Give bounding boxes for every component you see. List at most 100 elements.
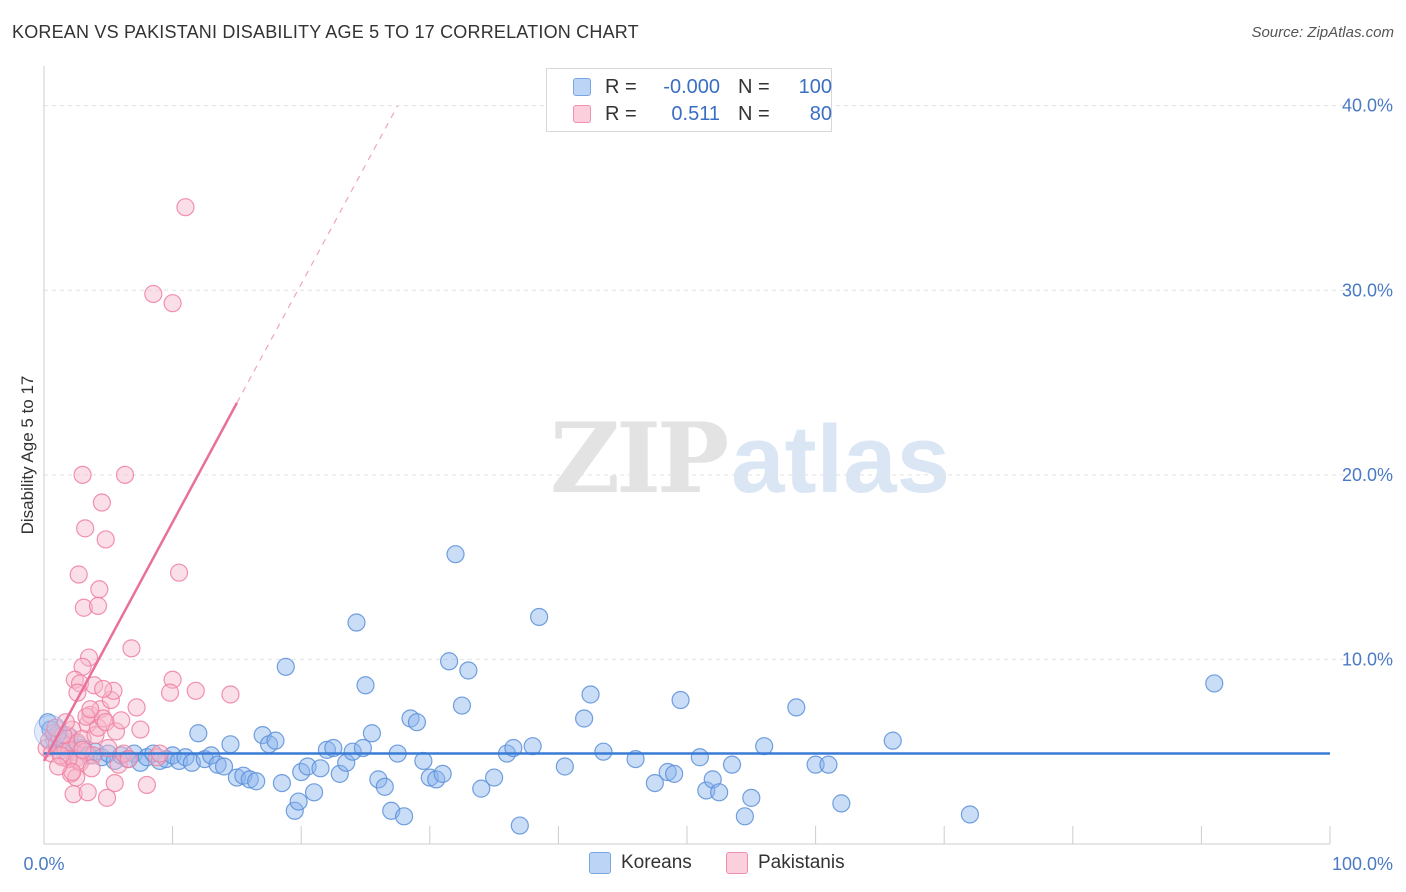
korean-point [645,773,664,793]
pakistani-point [79,648,99,667]
korean-point [369,770,388,789]
korean-point [1205,674,1224,693]
legend-item-koreans[interactable]: Koreans [589,852,692,874]
korean-point [272,773,292,793]
korean-point [266,731,285,750]
pakistani-point [81,700,100,719]
pakistani-point [169,563,189,582]
y-tick-label: 20.0% [1342,465,1393,485]
pakistani-point [69,565,88,584]
legend-label-pakistanis: Pakistanis [758,852,845,873]
korean-point [330,764,349,783]
pakistani-point [88,596,108,615]
korean-point [446,545,465,564]
korean-point [189,724,208,743]
watermark-atlas: atlas [731,406,950,513]
korean-point [353,738,373,758]
y-tick-label: 40.0% [1342,96,1393,116]
korean-point [883,731,902,750]
pakistani-point [115,465,135,484]
pakistani-point [97,788,117,807]
korean-point [594,742,613,761]
korean-point [276,657,295,676]
korean-point [289,792,308,811]
pakistani-point [76,519,95,538]
pakistani-point [186,681,205,700]
pakistani-point [127,698,146,717]
korean-point [523,737,542,756]
pakistani-point [90,580,109,599]
legend-r-value: -0.000 [663,75,720,98]
korean-point [626,749,645,769]
pakistani-trend-line [42,402,239,762]
legend-swatch-pakistanis [726,852,748,874]
korean-point [510,816,529,835]
legend-r-label: R = [605,102,637,125]
korean-point [375,777,394,796]
pakistani-point [176,198,195,217]
pakistani-point [96,713,115,732]
korean-point [347,613,366,632]
korean-point [690,748,709,767]
korean-point-cluster [33,714,67,748]
korean-point [671,690,690,710]
korean-point [324,738,343,758]
pakistani-point [144,284,163,304]
korean-point [832,794,851,813]
pakistani-point [74,598,93,617]
korean-point [214,757,234,776]
legend-row-koreans: R = -0.000 N = 100 [573,75,832,99]
korean-point [208,755,227,774]
korean-point [459,661,478,680]
pakistani-point [82,759,101,778]
pakistani-point [86,725,105,745]
y-tick-label: 30.0% [1342,280,1393,300]
watermark-zip: ZIP [550,402,729,515]
x-tick-label: 100.0% [1332,854,1393,874]
pakistani-point [163,294,182,313]
correlation-legend: R = -0.000 N = 100 R = 0.511 N = 80 [546,68,832,132]
legend-r-label: R = [605,75,637,98]
korean-point [407,713,427,732]
korean-point [240,770,259,789]
korean-point [439,652,459,671]
x-tick-label: 0.0% [23,854,64,874]
korean-point [304,783,324,802]
korean-point [960,805,980,824]
chart-title: KOREAN VS PAKISTANI DISABILITY AGE 5 TO … [12,22,639,42]
korean-point [285,801,304,820]
korean-point [575,709,594,728]
korean-point [806,755,825,774]
korean-point [202,746,221,765]
pakistani-point [137,775,156,795]
legend-n-value: 100 [798,75,832,98]
pakistani-point [49,757,68,776]
legend-n-label: N = [738,75,770,98]
pakistani-point [160,683,180,702]
korean-point [722,755,742,774]
korean-point [665,764,684,783]
pakistani-point [119,749,138,769]
korean-point [472,779,491,798]
pakistani-point [64,785,83,804]
pakistani-point [112,711,131,730]
legend-item-pakistanis[interactable]: Pakistanis [726,852,845,874]
korean-point [394,807,414,826]
korean-point [710,783,729,802]
pakistani-point [122,639,141,658]
legend-row-pakistanis: R = 0.511 N = 80 [573,102,832,126]
pakistani-point [92,493,111,512]
korean-point [581,685,600,704]
korean-point [755,737,774,756]
watermark: ZIPatlas [550,402,950,515]
korean-point [356,676,375,695]
pakistani-point [96,530,115,549]
korean-point [485,768,504,787]
chart-source: Source: ZipAtlas.com [1251,24,1394,41]
pakistani-point [73,465,92,484]
korean-point [311,759,330,778]
korean-point [658,762,677,782]
pakistani-point [131,720,150,739]
legend-label-koreans: Koreans [621,852,692,873]
